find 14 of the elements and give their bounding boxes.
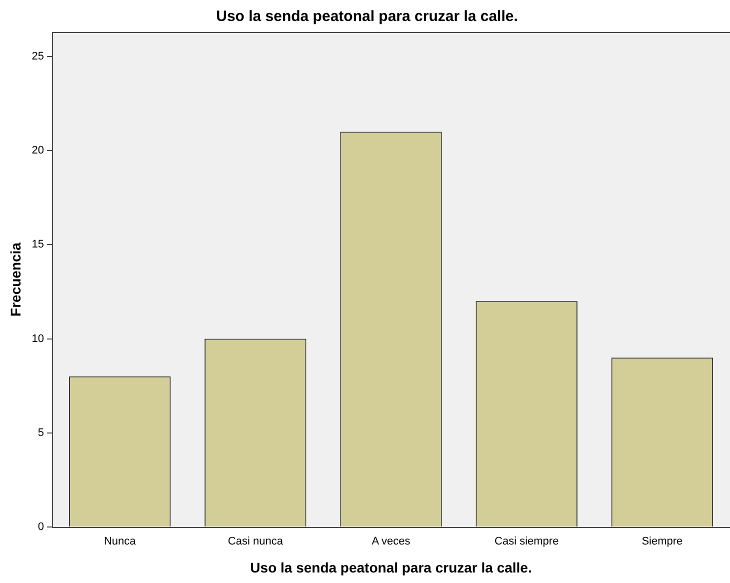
chart-title: Uso la senda peatonal para cruzar la calle. (216, 8, 518, 26)
y-tick-label: 15 (32, 238, 44, 251)
y-tick-label: 25 (32, 50, 44, 62)
x-tick-label: Casi siempre (494, 536, 559, 548)
x-tick-label: A veces (372, 536, 411, 548)
x-tick-label: Nunca (104, 536, 137, 548)
y-axis-title: Frecuencia (7, 242, 24, 316)
y-tick-label: 5 (38, 426, 44, 439)
y-tick-label: 10 (32, 332, 44, 345)
y-tick-label: 0 (38, 521, 44, 534)
x-axis-title: Uso la senda peatonal para cruzar la calle. (250, 559, 532, 576)
x-tick-label: Casi nunca (228, 536, 284, 548)
y-tick-label: 20 (32, 144, 44, 157)
x-tick-label: Siempre (642, 536, 683, 548)
